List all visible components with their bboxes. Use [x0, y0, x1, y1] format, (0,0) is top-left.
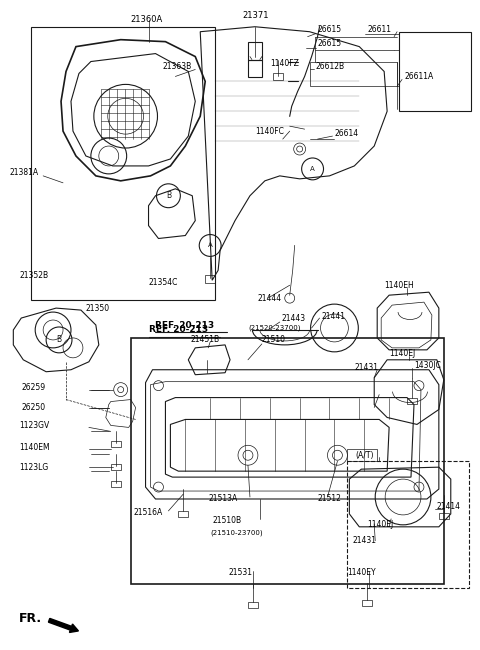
Text: 1140EJ: 1140EJ — [367, 521, 394, 529]
Text: 21350: 21350 — [86, 304, 110, 313]
Bar — [362, 601, 372, 606]
Text: 26611A: 26611A — [404, 72, 433, 81]
Text: 26259: 26259 — [21, 383, 46, 392]
Text: 21431: 21431 — [352, 536, 376, 545]
Text: 21431: 21431 — [354, 363, 378, 372]
Bar — [111, 464, 120, 470]
Bar — [248, 603, 258, 608]
Text: 21371: 21371 — [242, 11, 268, 20]
Text: 21443: 21443 — [282, 313, 306, 322]
Bar — [399, 32, 471, 111]
Text: A: A — [310, 166, 315, 172]
Bar — [248, 42, 262, 60]
Text: 1140EY: 1140EY — [348, 568, 376, 577]
FancyArrow shape — [48, 618, 78, 632]
Text: 21510: 21510 — [262, 335, 286, 345]
Bar — [179, 511, 188, 517]
Text: REF. 20-213: REF. 20-213 — [148, 326, 208, 335]
Text: 21363B: 21363B — [162, 62, 192, 71]
Bar — [111, 481, 120, 487]
Text: 1123LG: 1123LG — [19, 463, 48, 472]
Text: 26615: 26615 — [318, 39, 342, 48]
Text: 26612B: 26612B — [315, 62, 345, 71]
Text: 21516A: 21516A — [133, 508, 163, 517]
Text: 1430JC: 1430JC — [414, 361, 441, 370]
Text: (21520-23700): (21520-23700) — [248, 325, 300, 332]
Bar — [111, 441, 120, 447]
Bar — [248, 60, 262, 77]
Text: (A/T): (A/T) — [355, 450, 374, 460]
Text: 26611: 26611 — [367, 25, 391, 34]
Text: 21352B: 21352B — [19, 271, 48, 280]
Bar — [348, 462, 468, 588]
Text: 21531: 21531 — [228, 568, 252, 577]
Text: 21451B: 21451B — [190, 335, 219, 345]
Text: 1140EH: 1140EH — [384, 281, 414, 290]
Text: 21513A: 21513A — [208, 495, 238, 504]
Text: 21414: 21414 — [437, 502, 461, 512]
Bar — [348, 449, 377, 462]
Text: 1140EJ: 1140EJ — [389, 349, 415, 358]
Bar — [31, 27, 215, 300]
Text: 1140FC: 1140FC — [255, 127, 284, 136]
Text: 1140FZ: 1140FZ — [270, 59, 299, 68]
Text: 21360A: 21360A — [131, 16, 163, 24]
Text: FR.: FR. — [19, 612, 42, 625]
Text: B: B — [166, 191, 171, 200]
Bar — [131, 338, 444, 584]
Bar — [205, 276, 215, 283]
Text: B: B — [57, 335, 61, 345]
Bar — [407, 398, 417, 404]
Text: 21381A: 21381A — [9, 168, 38, 177]
Text: 21510B: 21510B — [212, 516, 241, 525]
Text: 26250: 26250 — [21, 403, 46, 412]
Text: (21510-23700): (21510-23700) — [210, 530, 263, 536]
Bar — [273, 73, 283, 81]
Text: 21444: 21444 — [258, 294, 282, 303]
Bar — [439, 513, 449, 519]
Text: 26614: 26614 — [335, 129, 359, 138]
Bar — [310, 62, 397, 86]
Text: REF. 20-213: REF. 20-213 — [156, 320, 215, 330]
Text: A: A — [208, 242, 213, 248]
Text: 21354C: 21354C — [148, 278, 178, 287]
Text: 1123GV: 1123GV — [19, 421, 49, 430]
Text: 1140EM: 1140EM — [19, 443, 50, 452]
Text: 21512: 21512 — [318, 495, 341, 504]
Text: 26615: 26615 — [318, 25, 342, 34]
Text: 21441: 21441 — [322, 311, 346, 320]
